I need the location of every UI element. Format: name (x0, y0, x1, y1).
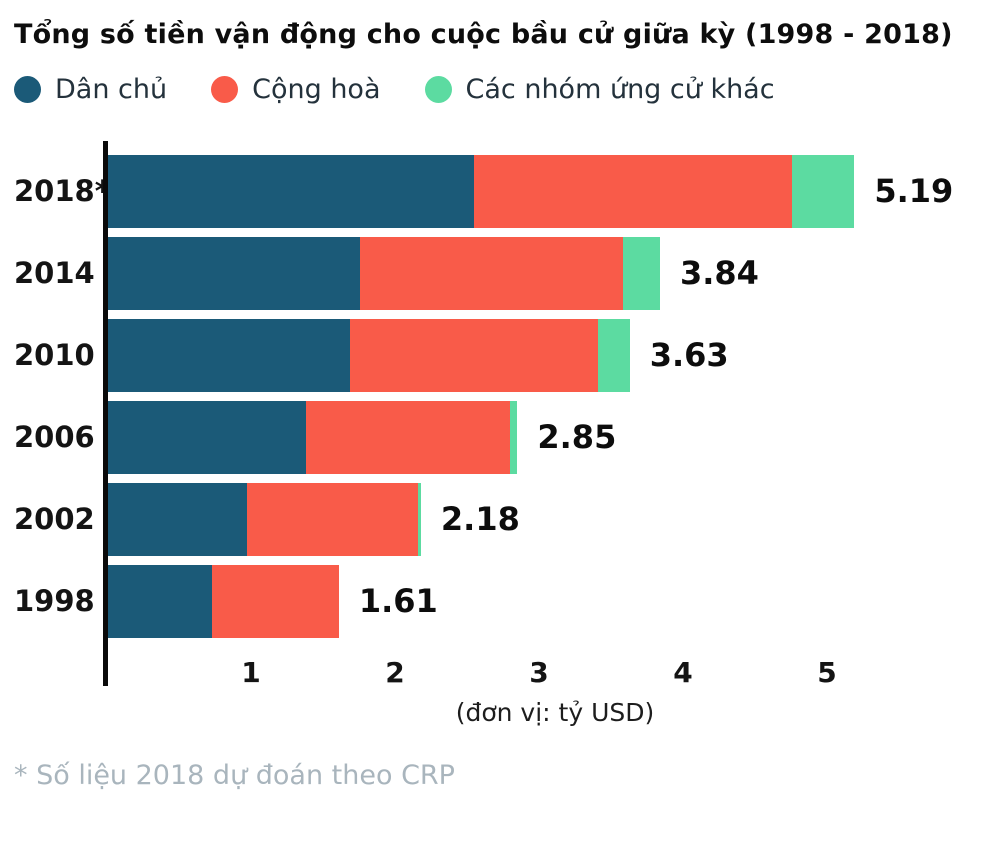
chart-title: Tổng số tiền vận động cho cuộc bầu cử gi… (14, 19, 953, 50)
bar-segment-cong-hoa (305, 400, 511, 474)
bar-segment-dan-chu (107, 564, 213, 638)
x-axis-label-row: (đơn vị: tỷ USD) (10, 698, 990, 742)
x-tick-label: 3 (529, 655, 549, 689)
legend-item-dan-chu: Dân chủ (14, 74, 167, 105)
bar-track (107, 154, 855, 228)
bar-track (107, 482, 421, 556)
bar-segment-khac (510, 400, 518, 474)
chart-row: 2002 2.18 (10, 482, 990, 556)
chart-row: 2014 3.84 (10, 236, 990, 310)
bar-value-label: 3.63 (649, 336, 729, 375)
bar-track (107, 236, 660, 310)
legend-label: Các nhóm ứng cử khác (465, 73, 775, 105)
bar-segment-khac (622, 236, 660, 310)
bar-segment-cong-hoa (474, 154, 793, 228)
bar-track (107, 400, 518, 474)
bar-segment-cong-hoa (360, 236, 623, 310)
bar-value-label: 2.85 (537, 418, 617, 457)
bar-track (107, 564, 339, 638)
legend-item-khac: Các nhóm ứng cử khác (424, 73, 775, 105)
legend-swatch-khac (424, 75, 452, 103)
chart-rows: 2018* 5.19 2014 3.84 2010 3.63 2006 2.85 2002 2.1… (10, 140, 990, 686)
bar-segment-khac (598, 318, 630, 392)
x-tick-label: 4 (673, 655, 693, 689)
bar-value-label: 5.19 (874, 172, 954, 211)
bar-value-label: 3.84 (679, 254, 759, 293)
bar-segment-cong-hoa (212, 564, 339, 638)
legend-label: Cộng hoà (252, 73, 381, 105)
year-label: 2018* (14, 174, 110, 209)
x-axis-unit-label: (đơn vị: tỷ USD) (455, 697, 655, 727)
bar-segment-dan-chu (107, 400, 306, 474)
x-axis-ticks: 1 2 3 4 5 (10, 646, 990, 698)
year-label: 2002 (14, 502, 95, 537)
bar-segment-dan-chu (107, 236, 361, 310)
x-tick-label: 2 (385, 655, 405, 689)
footnote: * Số liệu 2018 dự đoán theo CRP (14, 759, 455, 791)
bar-track (107, 318, 630, 392)
x-tick-label: 5 (817, 655, 837, 689)
bar-segment-khac (418, 482, 421, 556)
bar-segment-dan-chu (107, 482, 247, 556)
year-label: 2010 (14, 338, 95, 373)
chart-row: 2018* 5.19 (10, 154, 990, 228)
bar-segment-cong-hoa (350, 318, 599, 392)
bar-segment-cong-hoa (246, 482, 419, 556)
legend-label: Dân chủ (55, 73, 168, 105)
bar-value-label: 1.61 (358, 582, 438, 621)
chart-row: 2010 3.63 (10, 318, 990, 392)
y-axis-line (103, 140, 108, 686)
chart-row: 1998 1.61 (10, 564, 990, 638)
legend: Dân chủ Cộng hoà Các nhóm ứng cử khác (10, 74, 990, 105)
bar-value-label: 2.18 (440, 500, 520, 539)
legend-swatch-cong-hoa (211, 75, 239, 103)
year-label: 2014 (14, 256, 95, 291)
legend-item-cong-hoa: Cộng hoà (211, 73, 381, 105)
legend-swatch-dan-chu (14, 75, 41, 103)
bar-segment-dan-chu (107, 154, 475, 228)
year-label: 2006 (14, 420, 95, 455)
chart-row: 2006 2.85 (10, 400, 990, 474)
bar-segment-dan-chu (107, 318, 351, 392)
year-label: 1998 (14, 584, 95, 619)
x-tick-label: 1 (241, 655, 261, 689)
bar-chart: 2018* 5.19 2014 3.84 2010 3.63 2006 2.85 2002 2.1… (10, 140, 990, 742)
bar-segment-khac (792, 154, 855, 228)
